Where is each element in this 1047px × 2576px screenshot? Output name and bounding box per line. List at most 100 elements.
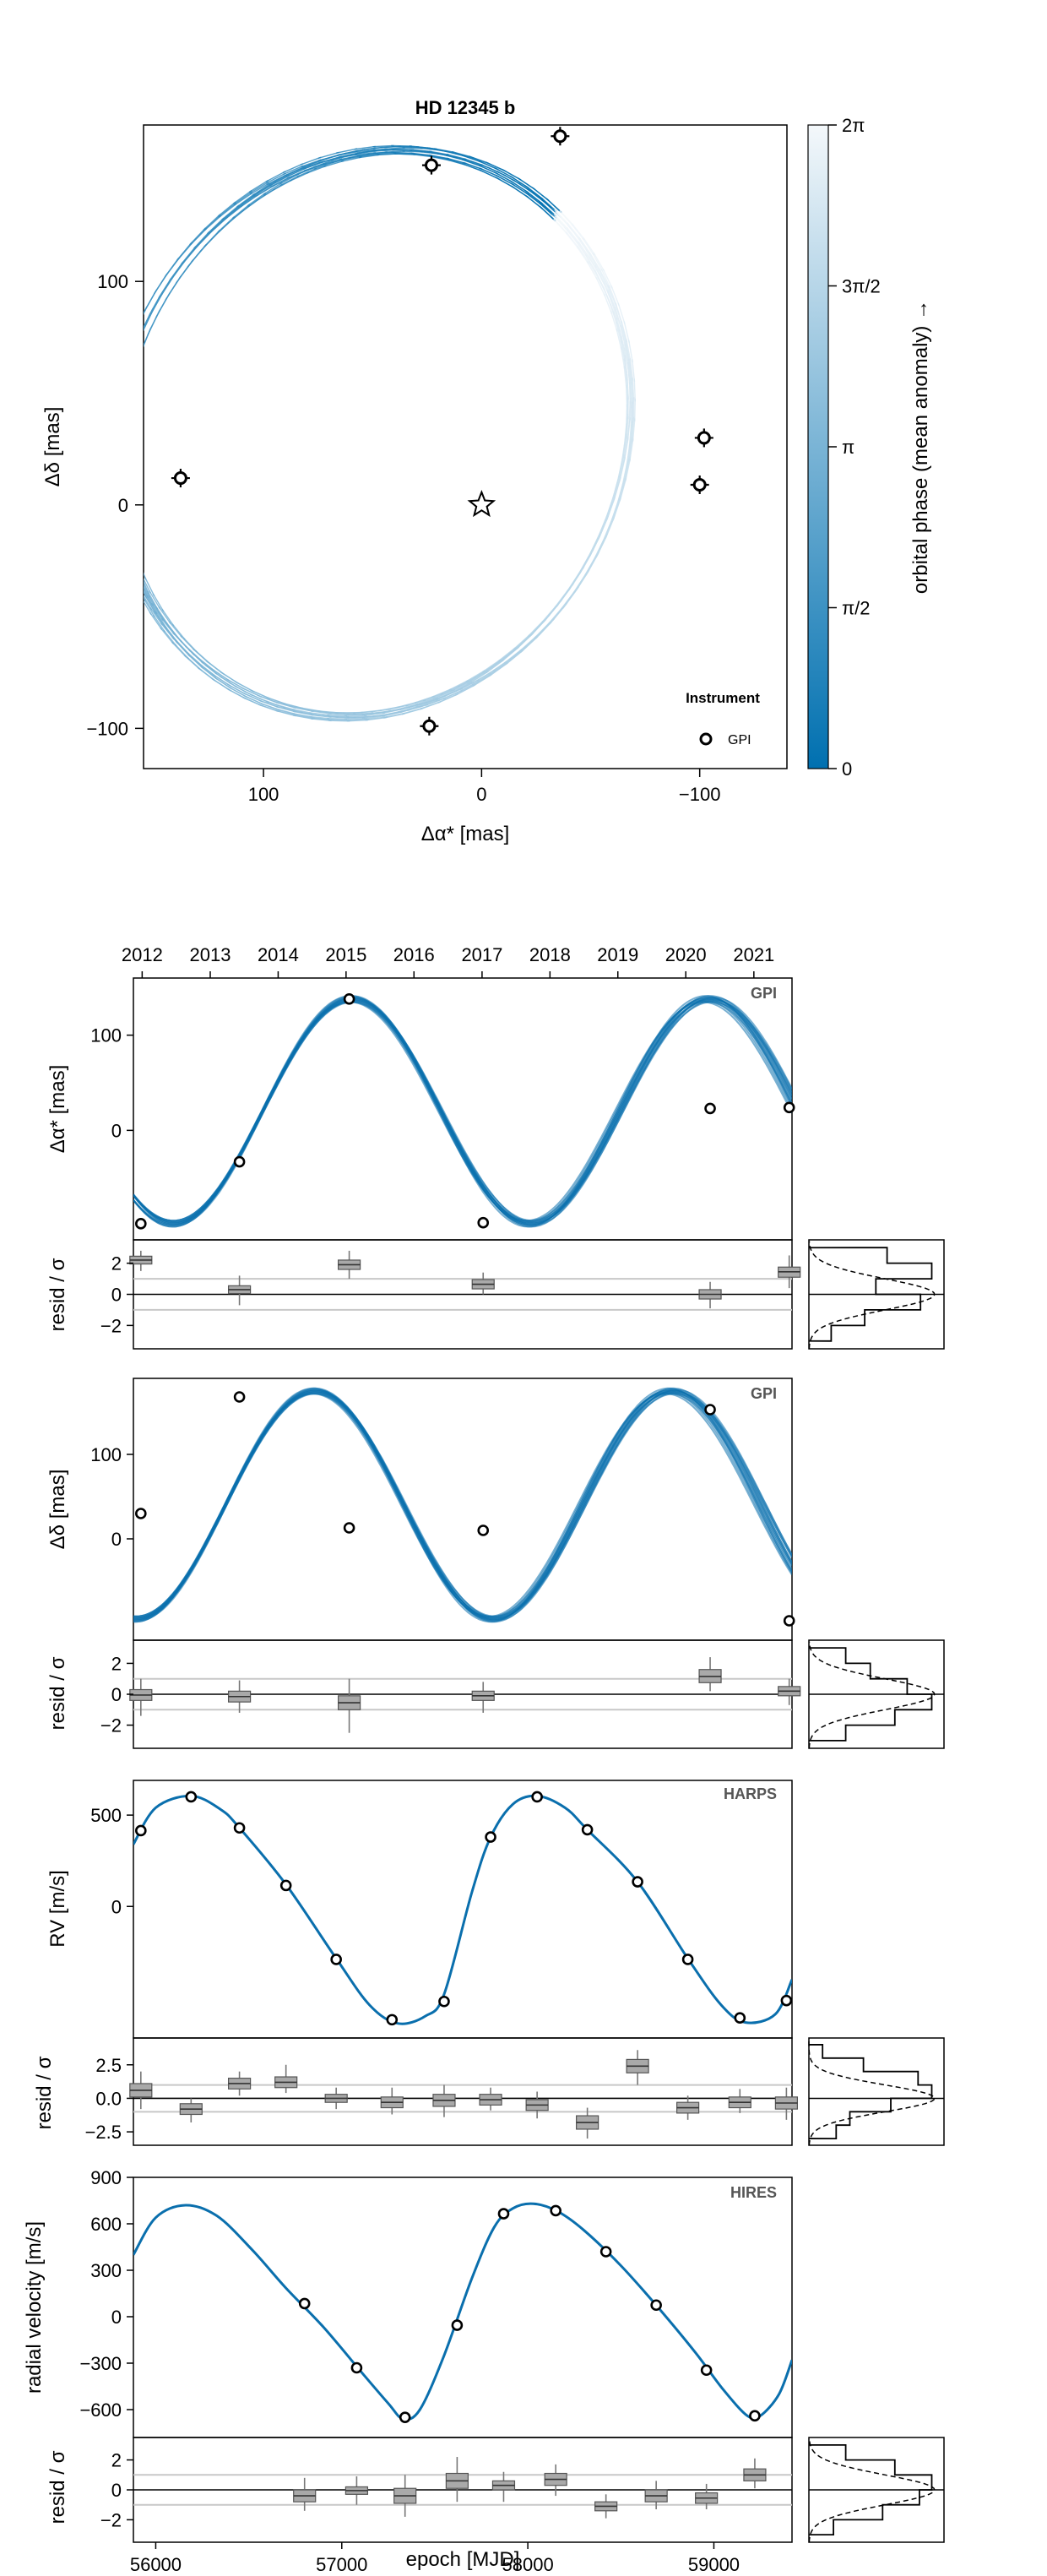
orbit-segment (540, 605, 557, 623)
orbit-segment (512, 186, 529, 198)
orbit-segment (236, 193, 256, 208)
residual-box (179, 2098, 203, 2123)
residual-histogram (808, 1239, 945, 1350)
orbit-segment (157, 292, 171, 314)
year-tick-label: 2012 (122, 944, 163, 965)
orbit-segment (323, 160, 344, 168)
orbit-segment (623, 437, 629, 461)
orbit-segment (148, 310, 160, 333)
orbit-segment (272, 176, 292, 187)
orbit-segment (134, 557, 143, 576)
orbit-segment (479, 165, 499, 175)
orbit-segment (127, 351, 134, 372)
orbit-segment (326, 717, 348, 720)
orbit-segment (123, 343, 131, 365)
orbit-segment (448, 159, 468, 166)
orbit-segment (160, 627, 175, 644)
orbit-segment (571, 223, 585, 241)
orbit-segment (606, 496, 616, 519)
orbit-segment (511, 181, 529, 193)
orbit-segment (117, 390, 122, 413)
orbit-segment (615, 321, 622, 343)
orbit-segment (373, 149, 395, 152)
orbit-segment (585, 249, 598, 269)
model-curve (133, 999, 792, 1223)
model-curve (133, 996, 792, 1226)
hires-panel-instrument: HIRES (730, 2184, 777, 2201)
orbit-segment (117, 424, 118, 447)
orbit-segment (623, 458, 630, 481)
orbit-segment (133, 570, 143, 590)
y-tick-label: 300 (90, 2260, 122, 2281)
orbit-segment (567, 570, 583, 591)
y-tick-label: 0 (111, 1529, 122, 1550)
model-curve (133, 1390, 792, 1621)
orbit-segment (588, 256, 600, 276)
orbit-segment (626, 374, 629, 398)
orbit-segment (480, 170, 500, 180)
orbit-segment (402, 150, 423, 153)
y-tick-label: 600 (90, 2214, 122, 2235)
orbit-segment (578, 241, 591, 260)
orbit-segment (566, 226, 581, 245)
orbit-segment (265, 172, 286, 184)
orbit-segment (149, 607, 163, 626)
data-point (783, 1615, 795, 1627)
residual-box (227, 1680, 252, 1713)
data-point (424, 158, 438, 172)
orbit-segment (123, 535, 130, 556)
residual-box (380, 2087, 404, 2115)
orbit-segment (228, 686, 247, 698)
orbit-segment (144, 291, 156, 312)
orbit-segment (577, 556, 590, 577)
orbit-segment (122, 406, 125, 429)
model-curve (133, 997, 792, 1226)
orbit-segment (268, 173, 289, 186)
year-tick-label: 2013 (190, 944, 231, 965)
data-point (553, 129, 567, 144)
orbit-segment (554, 589, 569, 609)
orbit-segment (597, 276, 608, 297)
data-point (550, 2204, 561, 2217)
orbit-segment (198, 657, 214, 671)
orbit-segment (321, 155, 343, 163)
orbit-segment (561, 590, 577, 610)
orbit-segment (149, 611, 163, 631)
orbit-segment (626, 339, 632, 361)
orbit-segment (237, 193, 257, 209)
orbit-segment (110, 405, 113, 428)
orbit-segment (446, 153, 467, 160)
orbit-segment (633, 398, 636, 422)
orbit-segment (129, 370, 135, 392)
orbit-segment (279, 175, 300, 187)
y-tick-label: −300 (79, 2353, 122, 2374)
residual-box (274, 2064, 298, 2094)
orbit-segment (511, 176, 529, 189)
orbit-segment (128, 346, 136, 368)
orbit-segment (144, 325, 145, 329)
orbit-segment (364, 712, 385, 717)
orbit-segment (317, 154, 339, 161)
data-point (135, 1508, 147, 1519)
orbit-segment (120, 423, 122, 446)
orbit-segment (498, 647, 518, 663)
orbit-segment (586, 261, 598, 280)
orbit-segment (582, 237, 594, 256)
colorbar-tick-label: 0 (842, 758, 852, 780)
star-marker (467, 490, 496, 518)
orbit-segment (372, 144, 394, 148)
orbit-segment (273, 700, 294, 708)
orbit-segment (124, 366, 130, 388)
residual-box (337, 1678, 361, 1733)
orbit-segment (257, 694, 277, 704)
model-curve (133, 1001, 792, 1222)
sky-x-ticks: 100 0 −100 (248, 769, 720, 805)
orbit-segment (122, 345, 130, 367)
year-tick-label: 2021 (733, 944, 774, 965)
harps-resid-y-label: resid / σ (33, 2056, 56, 2129)
sky-x-label: Δα* [mas] (421, 823, 510, 845)
data-point (485, 1831, 496, 1843)
orbit-segment (328, 720, 350, 722)
orbit-segment (144, 595, 153, 611)
gaussian-reference (808, 1641, 936, 1749)
